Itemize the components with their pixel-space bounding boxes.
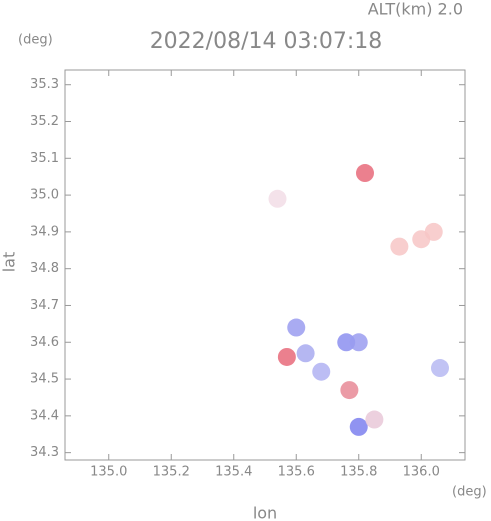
y-axis-label: lat <box>0 252 19 273</box>
y-tick-label: 35.2 <box>30 114 59 129</box>
echo-point <box>340 381 359 400</box>
echo-point <box>277 347 296 366</box>
x-tick-label: 135.2 <box>153 465 190 480</box>
subtitle: ALT(km) 2.0 <box>368 0 463 19</box>
echo-point <box>349 333 368 352</box>
x-tick-label: 135.4 <box>215 465 252 480</box>
y-tick-label: 34.4 <box>30 408 59 423</box>
x-axis-label: lon <box>253 504 277 521</box>
echo-point <box>365 410 384 429</box>
echo-point <box>349 417 368 436</box>
echo-point <box>337 333 356 352</box>
x-tick-label: 135.8 <box>340 465 377 480</box>
y-tick-label: 35.1 <box>30 151 59 166</box>
echo-point <box>390 237 409 256</box>
x-tick-label: 135.0 <box>90 465 127 480</box>
echo-point <box>268 189 287 208</box>
x-tick-label: 136.0 <box>403 465 440 480</box>
y-tick-label: 34.9 <box>30 224 59 239</box>
chart-title: 2022/08/14 03:07:18 <box>150 29 383 54</box>
x-unit: (deg) <box>452 485 487 500</box>
y-unit: (deg) <box>18 33 53 48</box>
y-tick-label: 34.8 <box>30 261 59 276</box>
y-tick-label: 34.7 <box>30 298 59 313</box>
y-tick-label: 35.3 <box>30 77 59 92</box>
x-tick-label: 135.6 <box>278 465 315 480</box>
y-tick-label: 34.3 <box>30 445 59 460</box>
echo-point <box>424 222 443 241</box>
echo-point <box>296 344 315 363</box>
y-tick-label: 35.0 <box>30 188 59 203</box>
echo-point <box>356 164 374 183</box>
plot-frame <box>64 69 466 461</box>
echo-point <box>312 362 331 381</box>
echo-point <box>287 318 306 337</box>
echo-point <box>431 359 449 378</box>
y-tick-label: 34.6 <box>30 335 59 350</box>
y-tick-label: 34.5 <box>30 372 59 387</box>
